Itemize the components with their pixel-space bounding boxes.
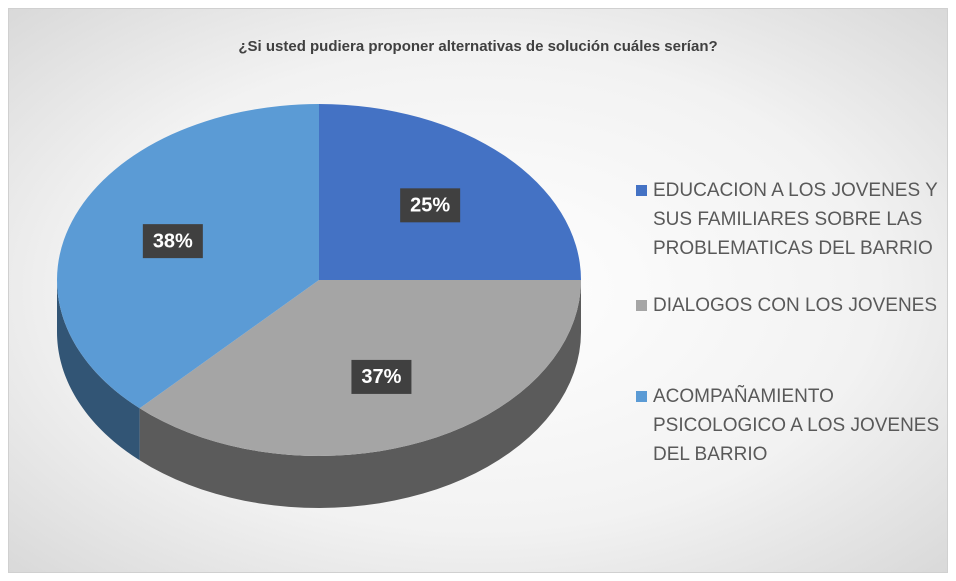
data-label: 37% — [361, 366, 401, 388]
legend-swatch — [636, 185, 647, 196]
data-label: 38% — [153, 230, 193, 252]
chart-title: ¿Si usted pudiera proponer alternativas … — [238, 38, 717, 55]
data-label-box — [142, 224, 203, 259]
legend-label: DIALOGOS CON LOS JOVENES — [653, 295, 938, 316]
pie-side — [57, 280, 140, 461]
legend-label: ACOMPAÑAMIENTO PSICOLOGICO A LOS JOVENES… — [653, 386, 940, 465]
data-label-box — [351, 359, 412, 394]
pie-sides — [57, 280, 581, 508]
data-label: 25% — [410, 195, 450, 217]
pie-tops — [56, 104, 581, 457]
legend: EDUCACION A LOS JOVENES Y SUS FAMILIARES… — [636, 176, 951, 469]
legend-swatch — [636, 391, 647, 402]
legend-item: EDUCACION A LOS JOVENES Y SUS FAMILIARES… — [636, 176, 951, 263]
data-labels: 25% 37% 38% — [142, 188, 461, 394]
data-label-box — [400, 188, 461, 223]
legend-swatch — [636, 300, 647, 311]
legend-item: DIALOGOS CON LOS JOVENES — [636, 291, 951, 320]
legend-item: ACOMPAÑAMIENTO PSICOLOGICO A LOS JOVENES… — [636, 382, 951, 469]
legend-label: EDUCACION A LOS JOVENES Y SUS FAMILIARES… — [653, 180, 938, 259]
pie-side — [139, 280, 581, 508]
